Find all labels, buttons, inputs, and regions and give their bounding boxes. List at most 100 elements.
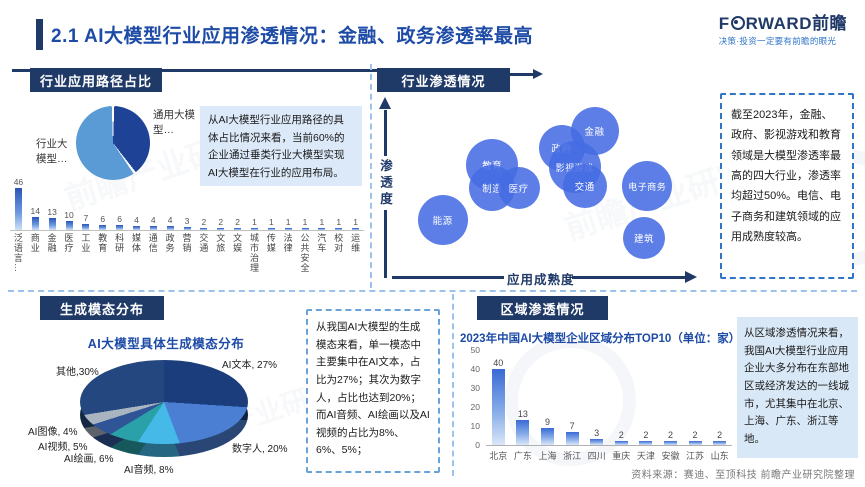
bar	[267, 228, 275, 230]
regional-bar-axis	[486, 445, 732, 446]
x-axis-label: 应用成熟度	[507, 273, 575, 287]
banner-app-path: 行业应用路径占比	[30, 68, 162, 92]
modality-label-other: 其他,30%	[56, 367, 99, 378]
banner-regional: 区域渗透情况	[477, 296, 608, 320]
y-axis-arrow-icon	[379, 97, 391, 109]
modality-label-video: AI视频, 5%	[38, 442, 88, 453]
bar-value-label: 6	[117, 214, 122, 224]
path-bar-item: 10 医疗	[61, 172, 78, 284]
bar-value-label: 13	[47, 207, 57, 217]
bar	[14, 188, 22, 230]
modality-label-image: AI图像, 4%	[28, 427, 78, 438]
path-bar-item: 13 金融	[44, 172, 61, 284]
bar-value-label: 13	[517, 409, 528, 419]
page-title: 2.1 AI大模型行业应用渗透情况：金融、政务渗透率最高	[51, 26, 533, 47]
banner-line	[12, 69, 378, 72]
bar-value-label: 1	[302, 217, 308, 227]
bar-category-label: 政务	[164, 233, 175, 253]
bar-category-label: 四川	[587, 451, 606, 461]
banner-penetration: 行业渗透情况	[377, 68, 510, 92]
bar-category-label: 交通	[198, 233, 209, 253]
bar-category-label: 科研	[114, 233, 125, 253]
bar	[713, 441, 727, 445]
path-bar-item: 6 教育	[94, 172, 111, 284]
bar	[688, 441, 702, 445]
divider-vertical-top	[370, 64, 372, 288]
bar-category-label: 法律	[282, 233, 293, 253]
y-axis-line	[384, 110, 387, 156]
bar-category-label: 上海	[538, 451, 557, 461]
path-bar-item: 1 法律	[280, 172, 297, 284]
bar-value-label: 2	[235, 217, 240, 227]
y-tick-label: 10	[470, 421, 480, 431]
bar-value-label: 1	[319, 217, 325, 227]
bar	[116, 225, 124, 230]
pie-label-general-model: 通用大模型…	[153, 109, 195, 137]
bar	[639, 441, 653, 445]
path-bar-item: 1 城市治理	[246, 172, 263, 284]
bar-value-label: 2	[667, 430, 673, 440]
divider-horizontal	[8, 290, 857, 292]
pie-label-industry-model: 行业大模型…	[36, 138, 68, 166]
logo-tagline: 决策·投资一定要有前瞻的眼光	[718, 35, 837, 46]
modality-label-audio: AI音频, 8%	[124, 465, 174, 476]
bar	[82, 224, 90, 230]
bar	[284, 228, 292, 230]
bar-category-label: 营销	[181, 233, 192, 253]
modality-label-painting: AI绘画, 6%	[64, 454, 114, 465]
modality-label-text: AI文本, 27%	[222, 360, 278, 371]
bar-category-label: 教育	[97, 233, 108, 253]
bar	[565, 432, 579, 445]
path-bar-item: 1 传媒	[263, 172, 280, 284]
y-tick-label: 20	[470, 402, 480, 412]
bar-value-label: 1	[353, 217, 358, 227]
bar-category-label: 北京	[489, 451, 508, 461]
path-bar-item: 2 文娱	[229, 172, 246, 284]
path-bar-item: 1 汽车	[313, 172, 330, 284]
bubble-金融: 金融	[570, 107, 619, 156]
bubble-医疗: 医疗	[497, 167, 540, 210]
regional-chart-title: 2023年中国AI大模型企业区域分布TOP10（单位：家）	[460, 333, 741, 345]
bar-value-label: 9	[544, 417, 550, 427]
region-bar-item: 2 重庆	[609, 350, 634, 462]
bar-category-label: 汽车	[316, 233, 327, 253]
bar	[99, 225, 107, 230]
bar	[200, 228, 208, 230]
bar-value-label: 1	[268, 217, 274, 227]
y-tick-label: 0	[475, 440, 480, 450]
bar-category-label: 运维	[350, 233, 361, 253]
region-bar-item: 2 江苏	[683, 350, 708, 462]
bar	[491, 369, 505, 445]
y-tick-label: 50	[470, 345, 480, 355]
bar-value-label: 1	[285, 217, 291, 227]
bar-value-label: 3	[594, 428, 600, 438]
banner-arrow-line	[510, 73, 535, 76]
bar	[663, 441, 677, 445]
path-bar-item: 46 泛语言…	[10, 172, 27, 284]
bar-value-label: 2	[201, 217, 207, 227]
path-bar-item: 1 公共安全	[297, 172, 314, 284]
title-accent-bar	[36, 19, 43, 50]
bar-category-label: 安徽	[661, 451, 680, 461]
path-bar-item: 2 交通	[195, 172, 212, 284]
region-bar-item: 7 浙江	[560, 350, 585, 462]
bar-category-label: 工业	[80, 233, 91, 253]
bar	[132, 226, 140, 230]
bubble-建筑: 建筑	[623, 216, 665, 259]
bar-value-label: 7	[83, 213, 89, 223]
forward-logo: F RWARD前瞻 决策·投资一定要有前瞻的眼光	[718, 14, 847, 46]
bar-category-label: 媒体	[130, 233, 141, 253]
bar-category-label: 校对	[333, 233, 344, 253]
app-path-pie-chart	[76, 106, 150, 180]
regional-bar-chart: 0 10 20 30 40 50 40 北京 13 广东 9 上海 7 浙江 3 四川 2 重庆 2 天津 2 安徽 2 江苏…	[462, 345, 736, 462]
y-tick-label: 30	[470, 383, 480, 393]
bar-value-label: 2	[618, 430, 624, 440]
bar	[183, 227, 191, 230]
bar	[65, 221, 73, 230]
bar	[301, 228, 309, 230]
bar	[31, 217, 39, 230]
bar-category-label: 文娱	[232, 233, 243, 253]
y-axis-label: 渗透度	[376, 158, 395, 210]
bar	[335, 228, 343, 230]
